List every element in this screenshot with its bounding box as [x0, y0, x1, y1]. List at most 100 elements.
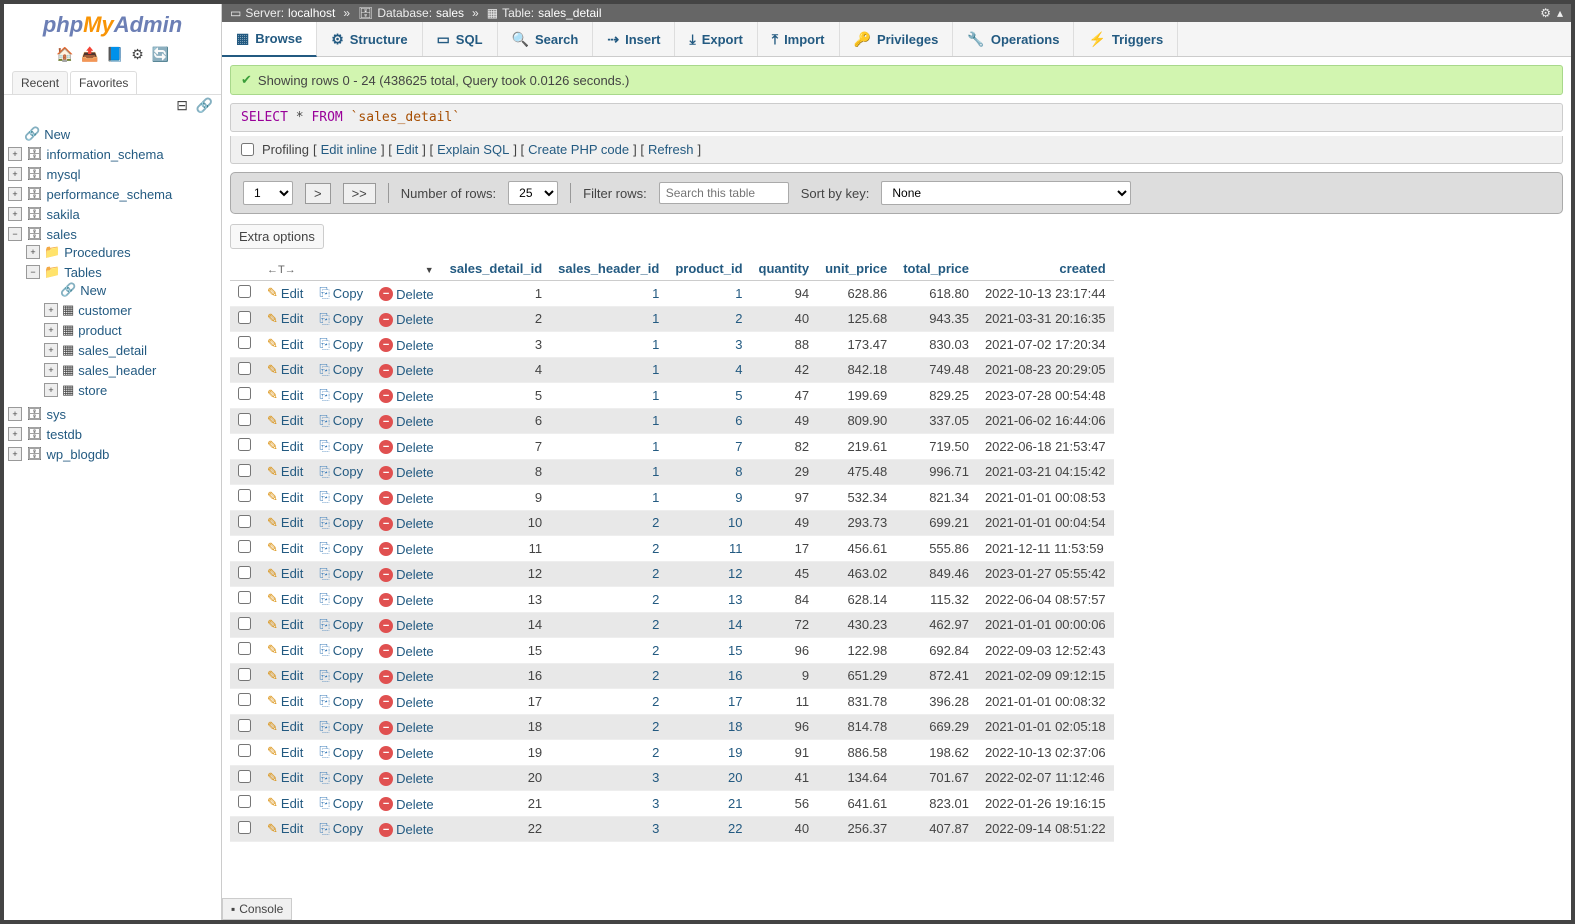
row-checkbox[interactable]	[238, 362, 251, 375]
copy-row-button[interactable]: ⎘Copy	[319, 336, 363, 352]
expand-toggle[interactable]: +	[8, 447, 22, 461]
sort-sales_header_id[interactable]: sales_header_id	[558, 261, 659, 276]
cell[interactable]: 8	[667, 459, 750, 485]
tab-triggers[interactable]: ⚡Triggers	[1074, 22, 1178, 56]
row-checkbox[interactable]	[238, 438, 251, 451]
row-checkbox[interactable]	[238, 795, 251, 808]
cell[interactable]: 21	[667, 791, 750, 817]
cell[interactable]: 3	[550, 816, 667, 842]
row-checkbox[interactable]	[238, 540, 251, 553]
row-checkbox[interactable]	[238, 387, 251, 400]
edit-row-button[interactable]: ✎Edit	[267, 438, 303, 454]
edit-row-button[interactable]: ✎Edit	[267, 668, 303, 684]
edit-row-button[interactable]: ✎Edit	[267, 566, 303, 582]
edit-row-button[interactable]: ✎Edit	[267, 413, 303, 429]
cell[interactable]: 1	[550, 281, 667, 307]
db-tree-link[interactable]: sys	[47, 407, 67, 422]
tab-operations[interactable]: 🔧Operations	[953, 22, 1074, 56]
rows-select[interactable]: 25	[508, 181, 558, 205]
edit-row-button[interactable]: ✎Edit	[267, 719, 303, 735]
expand-toggle[interactable]: +	[8, 147, 22, 161]
sort-created[interactable]: created	[1059, 261, 1105, 276]
copy-row-button[interactable]: ⎘Copy	[319, 489, 363, 505]
delete-row-button[interactable]: −Delete	[379, 822, 434, 837]
next-page-button[interactable]: >	[305, 183, 331, 204]
copy-row-button[interactable]: ⎘Copy	[319, 744, 363, 760]
cell[interactable]: 2	[667, 306, 750, 332]
sort-quantity[interactable]: quantity	[759, 261, 810, 276]
delete-row-button[interactable]: −Delete	[379, 389, 434, 404]
copy-row-button[interactable]: ⎘Copy	[319, 285, 363, 301]
cell[interactable]: 1	[550, 383, 667, 409]
copy-row-button[interactable]: ⎘Copy	[319, 668, 363, 684]
refresh-link[interactable]: Refresh	[648, 142, 694, 157]
cell[interactable]: 1	[550, 485, 667, 511]
delete-row-button[interactable]: −Delete	[379, 440, 434, 455]
edit-link[interactable]: Edit	[396, 142, 418, 157]
logo[interactable]: phpMyAdmin	[4, 4, 221, 42]
edit-row-button[interactable]: ✎Edit	[267, 617, 303, 633]
cell[interactable]: 2	[550, 587, 667, 613]
cell[interactable]: 22	[667, 816, 750, 842]
db-tree-link[interactable]: wp_blogdb	[47, 447, 110, 462]
copy-row-button[interactable]: ⎘Copy	[319, 464, 363, 480]
sort-product_id[interactable]: product_id	[675, 261, 742, 276]
table-tree-link[interactable]: store	[78, 383, 107, 398]
delete-row-button[interactable]: −Delete	[379, 618, 434, 633]
cell[interactable]: 11	[667, 536, 750, 562]
tab-export[interactable]: ⤓Export	[675, 22, 757, 56]
cell[interactable]: 2	[550, 689, 667, 715]
row-checkbox[interactable]	[238, 617, 251, 630]
cell[interactable]: 3	[550, 765, 667, 791]
delete-row-button[interactable]: −Delete	[379, 287, 434, 302]
edit-row-button[interactable]: ✎Edit	[267, 387, 303, 403]
new-db-link[interactable]: New	[44, 127, 70, 142]
tab-browse[interactable]: ▦Browse	[222, 22, 317, 57]
server-link[interactable]: localhost	[288, 6, 335, 20]
row-checkbox[interactable]	[238, 566, 251, 579]
row-checkbox[interactable]	[238, 668, 251, 681]
create-php-link[interactable]: Create PHP code	[528, 142, 629, 157]
expand-toggle[interactable]: +	[44, 383, 58, 397]
delete-row-button[interactable]: −Delete	[379, 338, 434, 353]
table-tree-link[interactable]: product	[78, 323, 121, 338]
expand-toggle[interactable]: +	[44, 363, 58, 377]
sort-total_price[interactable]: total_price	[903, 261, 969, 276]
edit-row-button[interactable]: ✎Edit	[267, 642, 303, 658]
favorites-tab[interactable]: Favorites	[70, 71, 137, 94]
cell[interactable]: 15	[667, 638, 750, 664]
row-checkbox[interactable]	[238, 719, 251, 732]
row-checkbox[interactable]	[238, 311, 251, 324]
copy-row-button[interactable]: ⎘Copy	[319, 719, 363, 735]
tab-sql[interactable]: ▭SQL	[423, 22, 498, 56]
cell[interactable]: 2	[550, 663, 667, 689]
edit-row-button[interactable]: ✎Edit	[267, 285, 303, 301]
cell[interactable]: 14	[667, 612, 750, 638]
table-tree-link[interactable]: sales_detail	[78, 343, 147, 358]
group-link[interactable]: Procedures	[64, 245, 130, 260]
cell[interactable]: 17	[667, 689, 750, 715]
edit-row-button[interactable]: ✎Edit	[267, 540, 303, 556]
db-tree-link[interactable]: sales	[47, 227, 77, 242]
cell[interactable]: 12	[667, 561, 750, 587]
expand-toggle[interactable]: +	[8, 187, 22, 201]
cell[interactable]: 13	[667, 587, 750, 613]
copy-row-button[interactable]: ⎘Copy	[319, 642, 363, 658]
copy-row-button[interactable]: ⎘Copy	[319, 566, 363, 582]
edit-row-button[interactable]: ✎Edit	[267, 693, 303, 709]
cell[interactable]: 2	[550, 612, 667, 638]
edit-row-button[interactable]: ✎Edit	[267, 744, 303, 760]
delete-row-button[interactable]: −Delete	[379, 363, 434, 378]
delete-row-button[interactable]: −Delete	[379, 414, 434, 429]
row-checkbox[interactable]	[238, 285, 251, 298]
expand-toggle[interactable]: +	[44, 323, 58, 337]
copy-row-button[interactable]: ⎘Copy	[319, 540, 363, 556]
db-tree-link[interactable]: information_schema	[47, 147, 164, 162]
extra-options-button[interactable]: Extra options	[230, 224, 324, 249]
sort-select[interactable]: None	[881, 181, 1131, 205]
copy-row-button[interactable]: ⎘Copy	[319, 515, 363, 531]
edit-row-button[interactable]: ✎Edit	[267, 515, 303, 531]
tab-search[interactable]: 🔍Search	[498, 22, 594, 56]
delete-row-button[interactable]: −Delete	[379, 542, 434, 557]
expand-toggle[interactable]: +	[8, 427, 22, 441]
